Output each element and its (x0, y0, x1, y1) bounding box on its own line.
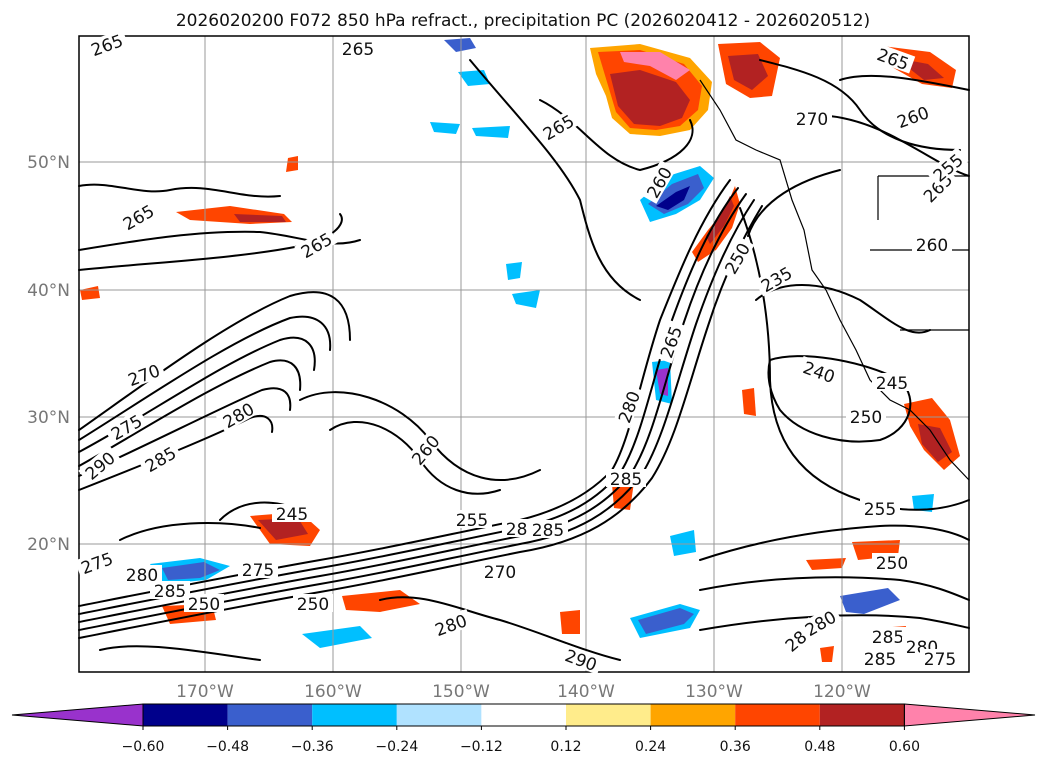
colorbar-tick-label: 0.60 (889, 739, 920, 755)
contour-label: 255 (864, 500, 896, 520)
longitude-label: 160°W (304, 682, 362, 702)
contour-label: 275 (924, 650, 956, 670)
contour-label: 260 (916, 236, 948, 256)
latitude-label: 30°N (27, 408, 70, 428)
map-plot-area (78, 35, 970, 673)
colorbar-swatch (312, 704, 397, 726)
contour-label: 250 (876, 554, 908, 574)
latitude-label: 40°N (27, 281, 70, 301)
colorbar-tick-label: −0.36 (291, 739, 334, 755)
colorbar-swatch (481, 704, 566, 726)
contour-label: 250 (850, 408, 882, 428)
contour-label: 270 (484, 563, 516, 583)
colorbar-tick-label: −0.24 (375, 739, 418, 755)
colorbar-swatch (566, 704, 651, 726)
contour-label: 285 (610, 470, 642, 490)
contour-label: 255 (456, 511, 488, 531)
latitude-labels: 50°N 40°N 30°N 20°N (27, 153, 70, 555)
contour-label: 285 (532, 521, 564, 541)
map-gridlines (79, 36, 969, 672)
colorbar-swatch (819, 704, 905, 726)
latitude-label: 20°N (27, 535, 70, 555)
longitude-label: 120°W (813, 682, 871, 702)
longitude-label: 150°W (432, 682, 490, 702)
contour-label: 250 (297, 595, 329, 615)
longitude-label: 170°W (176, 682, 234, 702)
colorbar-tick-label: −0.12 (460, 739, 503, 755)
colorbar: −0.60 −0.48 −0.36 −0.24 −0.12 0.12 0.24 0.36 0.4… (11, 703, 1036, 755)
contour-label: 285 (864, 650, 896, 670)
contour-label: 285 (872, 628, 904, 648)
latitude-label: 50°N (27, 153, 70, 173)
colorbar-swatch (11, 703, 144, 727)
contour-label: 245 (276, 505, 308, 525)
colorbar-tick-label: −0.48 (206, 739, 249, 755)
shade-blue-top (444, 38, 476, 52)
colorbar-swatch (227, 704, 313, 726)
contour-label: 270 (796, 110, 828, 130)
contour-label: 285 (154, 582, 186, 602)
figure-title: 2026020200 F072 850 hPa refract., precip… (176, 11, 870, 31)
longitude-labels: 170°W 160°W 150°W 140°W 130°W 120°W (176, 682, 871, 702)
contour-label: 275 (242, 561, 274, 581)
colorbar-swatch (650, 704, 736, 726)
colorbar-tick-label: 0.36 (720, 739, 751, 755)
colorbar-swatch (735, 704, 820, 726)
contour-label: 265 (342, 40, 374, 60)
colorbar-tick-label: 0.12 (550, 739, 581, 755)
contour-label: 250 (188, 595, 220, 615)
colorbar-tick-label: 0.48 (804, 739, 835, 755)
colorbar-swatch (396, 704, 482, 726)
colorbar-tick-label: −0.60 (122, 739, 165, 755)
refractivity-contours (78, 59, 970, 661)
colorbar-swatch (143, 704, 228, 726)
map-frame (78, 35, 970, 673)
longitude-label: 130°W (685, 682, 743, 702)
colorbar-tick-label: 0.24 (635, 739, 666, 755)
longitude-label: 140°W (557, 682, 615, 702)
colorbar-swatch (903, 703, 1036, 727)
contour-label: 245 (876, 374, 908, 394)
